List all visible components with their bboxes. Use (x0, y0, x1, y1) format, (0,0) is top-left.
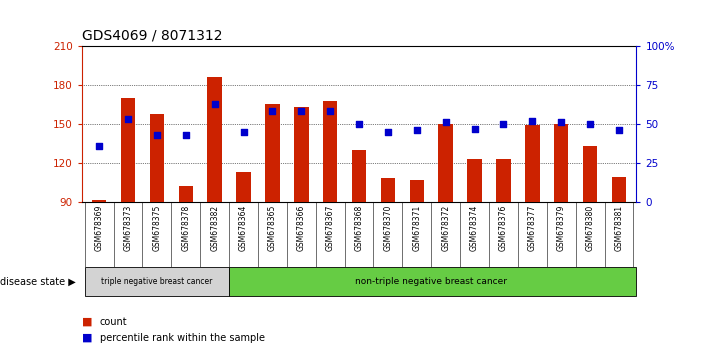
Text: GSM678373: GSM678373 (124, 205, 132, 251)
Text: GSM678379: GSM678379 (557, 205, 566, 251)
Text: GSM678367: GSM678367 (326, 205, 335, 251)
Bar (121, 98, 135, 202)
Text: non-triple negative breast cancer: non-triple negative breast cancer (356, 277, 507, 286)
Text: GSM678382: GSM678382 (210, 205, 219, 251)
Point (411, 127, 422, 133)
Text: GSM678369: GSM678369 (95, 205, 104, 251)
Text: GSM678381: GSM678381 (614, 205, 624, 251)
Text: GSM678378: GSM678378 (181, 205, 191, 251)
Point (440, 120, 451, 125)
Bar (92, 200, 107, 202)
Text: GSM678364: GSM678364 (239, 205, 248, 251)
Text: GDS4069 / 8071312: GDS4069 / 8071312 (82, 28, 223, 42)
Point (209, 101, 220, 107)
Text: GSM678371: GSM678371 (412, 205, 422, 251)
Point (180, 132, 191, 138)
Point (469, 126, 481, 131)
Text: GSM678370: GSM678370 (383, 205, 392, 251)
Text: ■: ■ (82, 333, 96, 343)
Text: GSM678368: GSM678368 (355, 205, 363, 251)
Point (151, 132, 163, 138)
Bar (525, 125, 540, 202)
Bar (496, 159, 510, 202)
Bar (85, 267, 229, 296)
Bar (467, 159, 482, 202)
Bar (236, 172, 251, 202)
Text: GSM678375: GSM678375 (152, 205, 161, 251)
Text: disease state ▶: disease state ▶ (0, 276, 76, 286)
Text: ■: ■ (82, 317, 96, 327)
Text: count: count (100, 317, 127, 327)
Text: GSM678377: GSM678377 (528, 205, 537, 251)
Bar (294, 107, 309, 202)
Point (584, 121, 596, 127)
Bar (583, 146, 597, 202)
Text: percentile rank within the sample: percentile rank within the sample (100, 333, 264, 343)
Text: GSM678380: GSM678380 (586, 205, 594, 251)
Bar (439, 124, 453, 202)
Bar (229, 267, 636, 296)
Bar (380, 178, 395, 202)
Text: GSM678365: GSM678365 (268, 205, 277, 251)
Point (296, 109, 307, 114)
Text: triple negative breast cancer: triple negative breast cancer (101, 277, 213, 286)
Bar (352, 150, 366, 202)
Bar (178, 186, 193, 202)
Point (267, 109, 278, 114)
Bar (554, 124, 569, 202)
Bar (265, 104, 279, 202)
Bar (611, 177, 626, 202)
Bar (208, 77, 222, 202)
Point (324, 109, 336, 114)
Text: GSM678374: GSM678374 (470, 205, 479, 251)
Bar (323, 101, 338, 202)
Point (614, 127, 625, 133)
Text: GSM678376: GSM678376 (499, 205, 508, 251)
Point (122, 116, 134, 122)
Text: GSM678372: GSM678372 (442, 205, 450, 251)
Bar (149, 114, 164, 202)
Point (498, 121, 509, 127)
Point (353, 121, 365, 127)
Point (555, 120, 567, 125)
Point (527, 118, 538, 124)
Point (383, 129, 394, 135)
Text: GSM678366: GSM678366 (296, 205, 306, 251)
Point (93, 143, 105, 149)
Bar (410, 180, 424, 202)
Point (237, 129, 249, 135)
